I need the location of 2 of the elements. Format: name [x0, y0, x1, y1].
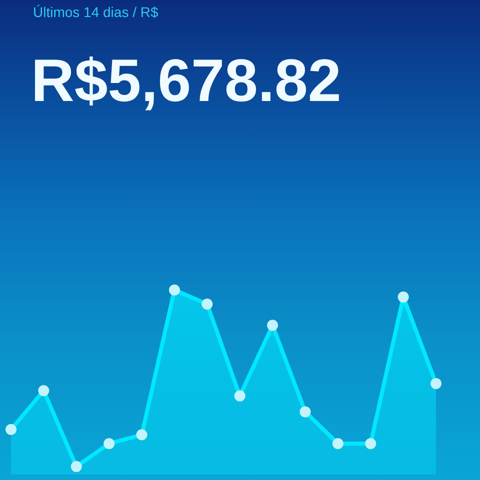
chart-title: Últimos 14 dias / R$ [33, 4, 158, 21]
chart-subtitle: R$5,678.82 [31, 47, 342, 114]
